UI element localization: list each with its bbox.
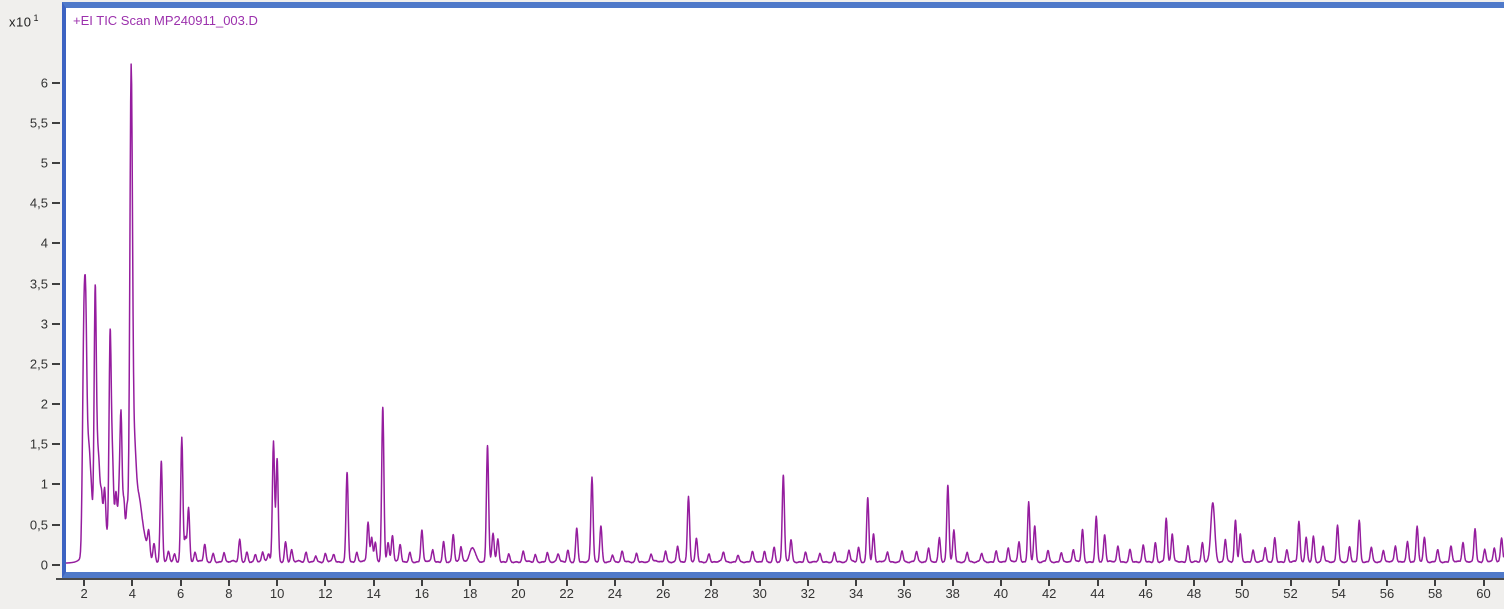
y-axis-exponent-power: 1 [33, 13, 39, 23]
x-tick [1482, 580, 1485, 586]
y-tick-label: 6 [40, 75, 48, 91]
y-tick [52, 403, 60, 406]
y-tick-label: 2 [40, 396, 48, 412]
y-tick [52, 121, 60, 124]
y-tick [52, 443, 60, 446]
x-tick-label: 18 [462, 586, 478, 601]
x-tick-label: 52 [1283, 586, 1298, 601]
x-tick [565, 580, 568, 586]
x-tick [1289, 580, 1292, 586]
y-tick-label: 5 [40, 155, 48, 171]
x-tick-label: 32 [800, 586, 816, 601]
x-tick-label: 42 [1041, 586, 1057, 601]
tic-trace [66, 63, 1504, 564]
x-tick-label: 24 [607, 586, 623, 601]
x-tick [1193, 580, 1195, 586]
x-tick-label: 30 [752, 586, 767, 601]
x-tick-label: 16 [414, 586, 430, 601]
x-tick [951, 580, 954, 586]
x-tick [1337, 580, 1340, 586]
x-tick [758, 580, 761, 586]
x-tick-label: 34 [848, 586, 864, 601]
x-tick-label: 4 [128, 586, 137, 601]
y-tick-label: 0 [40, 557, 48, 573]
x-axis-line [56, 578, 1504, 580]
x-tick [83, 580, 86, 586]
x-tick [613, 580, 616, 586]
x-tick [469, 580, 472, 586]
y-tick-label: 3,5 [29, 276, 48, 292]
x-tick-label: 12 [318, 586, 333, 601]
x-tick-label: 54 [1331, 586, 1346, 601]
x-tick-label: 50 [1234, 586, 1250, 601]
y-tick [52, 242, 60, 245]
y-tick-label: 4 [40, 235, 48, 251]
x-tick-label: 8 [225, 586, 233, 601]
x-tick-label: 6 [176, 586, 185, 601]
x-tick [131, 580, 134, 586]
x-tick-label: 38 [945, 586, 960, 601]
y-tick-label: 4,5 [29, 195, 48, 211]
y-tick-label: 2,5 [29, 356, 48, 372]
x-tick [1096, 580, 1099, 586]
y-tick-label: 3 [40, 316, 48, 332]
y-tick [52, 362, 60, 365]
plot-area[interactable]: +EI TIC Scan MP240911_003.D [66, 8, 1504, 572]
y-tick-label: 0,5 [29, 517, 48, 533]
x-tick [276, 580, 279, 586]
x-tick-label: 10 [269, 586, 285, 601]
x-tick [517, 580, 520, 586]
x-tick-label: 60 [1476, 586, 1491, 601]
x-tick [179, 580, 182, 586]
x-tick-label: 58 [1427, 586, 1443, 601]
x-tick [1144, 580, 1147, 586]
x-tick [999, 580, 1002, 586]
y-tick [52, 81, 60, 84]
x-tick-label: 2 [80, 586, 88, 601]
y-tick-label: 1 [40, 476, 48, 492]
x-tick [1048, 580, 1051, 586]
x-tick [806, 580, 809, 586]
x-tick-label: 48 [1186, 586, 1202, 601]
y-tick [52, 563, 60, 566]
x-tick-label: 56 [1379, 586, 1395, 601]
x-tick-label: 40 [993, 586, 1009, 601]
x-tick [324, 580, 327, 586]
x-tick [710, 580, 713, 586]
y-tick [52, 322, 60, 325]
x-tick [855, 580, 858, 586]
x-tick-label: 44 [1090, 586, 1105, 601]
x-tick-label: 14 [366, 586, 381, 601]
y-tick [52, 282, 60, 285]
x-tick-label: 26 [655, 586, 671, 601]
y-axis-exponent: x10 1 [9, 13, 39, 29]
trace-title: +EI TIC Scan MP240911_003.D [73, 13, 258, 28]
x-tick [1386, 580, 1388, 586]
x-tick [227, 580, 230, 586]
y-tick [52, 523, 60, 526]
x-tick [1434, 580, 1437, 586]
x-tick-label: 28 [704, 586, 719, 601]
y-tick [52, 202, 60, 205]
y-tick [52, 162, 60, 165]
x-tick-label: 22 [559, 586, 574, 601]
x-tick-label: 36 [897, 586, 912, 601]
x-tick-label: 46 [1138, 586, 1153, 601]
x-tick [662, 580, 665, 586]
x-tick-label: 20 [511, 586, 526, 601]
x-tick [372, 580, 375, 586]
y-tick-label: 1,5 [29, 436, 48, 452]
x-tick [903, 580, 906, 586]
y-axis-exponent-base: x10 [9, 14, 32, 30]
x-tick [1241, 580, 1244, 586]
y-tick [52, 483, 60, 486]
x-tick [420, 580, 423, 586]
y-tick-label: 5,5 [29, 115, 48, 131]
